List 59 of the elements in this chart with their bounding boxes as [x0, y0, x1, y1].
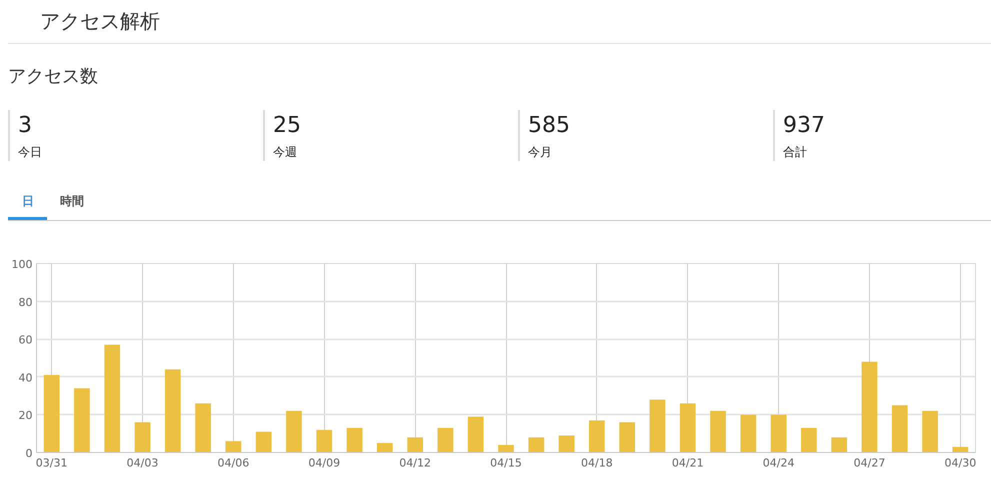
bar — [588, 420, 605, 452]
bar — [286, 410, 302, 452]
x-tick-label: 04/06 — [218, 456, 250, 470]
bar — [528, 437, 544, 452]
bar — [650, 400, 666, 452]
bar — [558, 435, 574, 452]
bar — [226, 441, 242, 452]
bar — [438, 428, 454, 452]
bar — [407, 437, 424, 452]
x-tick-label: 04/15 — [490, 456, 522, 470]
bar — [801, 428, 817, 452]
bar — [134, 422, 150, 452]
bar — [862, 362, 878, 452]
bar — [74, 388, 90, 452]
chart-subtitle: アクセス数 — [8, 66, 98, 88]
text: 今日 — [18, 145, 42, 160]
bar — [619, 422, 636, 452]
y-tick-label: 60 — [18, 334, 33, 347]
bar — [831, 437, 848, 452]
bar — [164, 369, 181, 452]
x-tick-label: 04/18 — [581, 456, 613, 470]
bar — [498, 444, 514, 452]
bar — [468, 416, 484, 452]
text: 937 — [783, 113, 825, 138]
bar — [922, 410, 938, 452]
y-tick-label: 80 — [18, 296, 33, 309]
bar — [44, 375, 60, 452]
x-tick-label: 04/21 — [672, 456, 704, 470]
y-tick-label: 0 — [26, 447, 32, 460]
text: 今週 — [273, 145, 297, 160]
x-tick-label: 04/12 — [399, 456, 431, 470]
bar — [256, 432, 272, 452]
x-tick-label: 04/30 — [944, 456, 976, 470]
x-tick-label: 03/31 — [36, 456, 68, 470]
text: 今月 — [528, 145, 552, 160]
x-tick-label: 04/03 — [126, 456, 158, 470]
y-tick-label: 20 — [18, 409, 33, 422]
bar — [770, 414, 786, 452]
bar — [740, 414, 756, 452]
text: 3 — [18, 113, 32, 138]
bar — [104, 344, 120, 452]
chart-title: アクセス解析 — [40, 9, 160, 33]
text: 25 — [273, 113, 301, 138]
y-tick-label: 40 — [18, 371, 33, 384]
x-tick-label: 04/09 — [308, 456, 340, 470]
bar — [710, 410, 726, 452]
y-tick-label: 100 — [12, 258, 33, 271]
text: 日 — [22, 194, 34, 209]
bar — [195, 403, 211, 452]
bar — [346, 428, 362, 452]
x-tick-label: 04/24 — [762, 456, 794, 470]
text: 合計 — [783, 145, 807, 160]
bar — [680, 403, 696, 452]
bar — [316, 430, 332, 452]
bar — [376, 443, 393, 452]
bar — [892, 405, 908, 452]
x-tick-label: 04/27 — [854, 456, 886, 470]
text: 585 — [528, 113, 570, 138]
text: 時間 — [60, 194, 84, 209]
